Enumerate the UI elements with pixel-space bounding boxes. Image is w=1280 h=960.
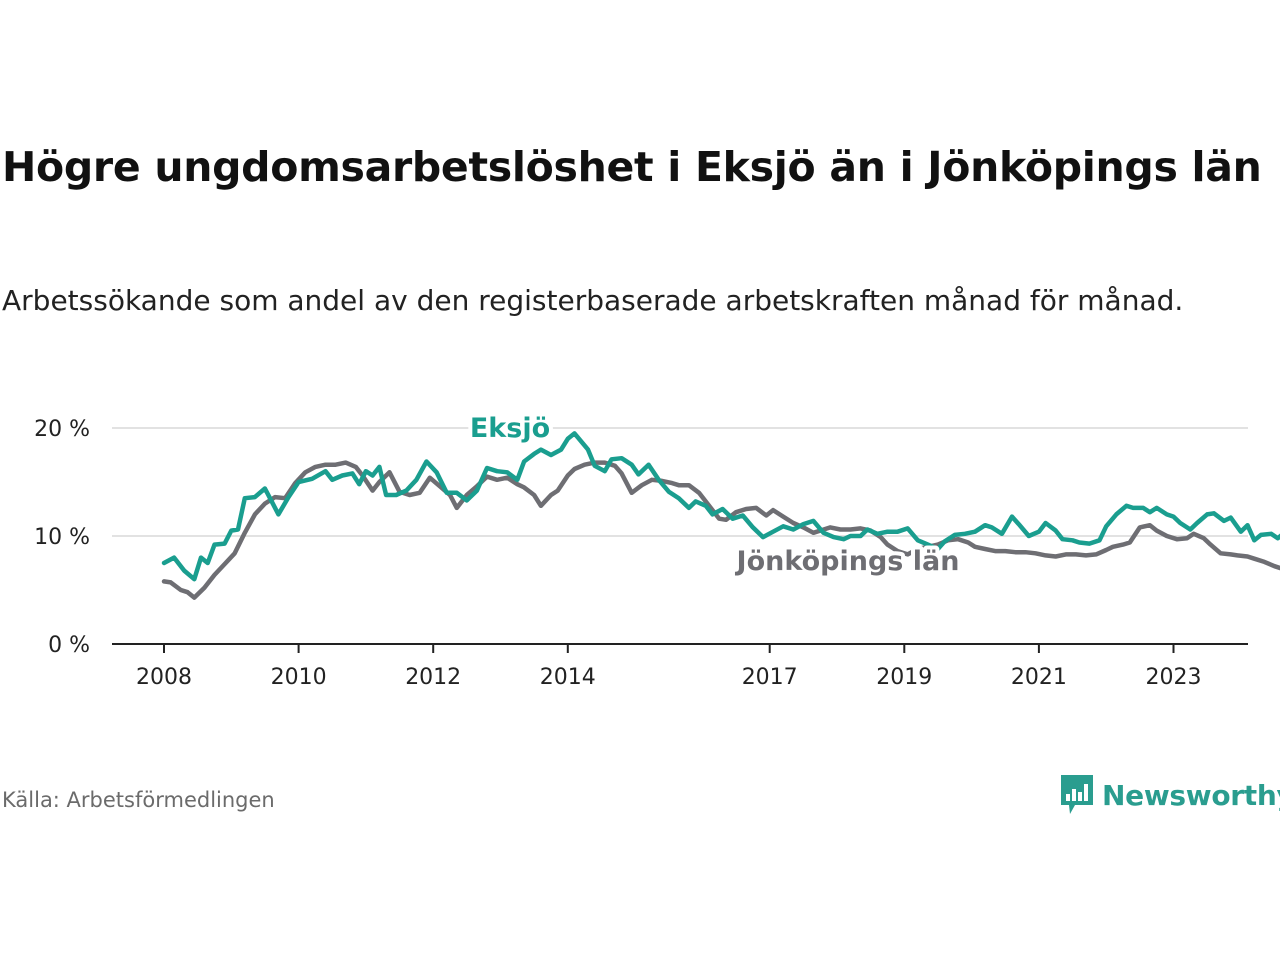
chart-title: Högre ungdomsarbetslöshet i Eksjö än i J…: [2, 143, 1262, 191]
eksjo-series-label: Eksjö: [470, 413, 550, 444]
chart-subtitle: Arbetssökande som andel av den registerb…: [2, 284, 1184, 317]
x-tick-label: 2012: [405, 665, 461, 690]
x-tick-label: 2023: [1146, 665, 1202, 690]
x-tick-label: 2017: [742, 665, 798, 690]
x-tick-label: 2019: [876, 665, 932, 690]
series-layer: [161, 431, 1280, 600]
newsworthy-logo[interactable]: Newsworthy: [1058, 772, 1280, 818]
lan-series-label: Jönköpings län: [735, 546, 960, 577]
source-note: Källa: Arbetsförmedlingen: [2, 788, 275, 812]
y-tick-label: 10 %: [34, 525, 90, 550]
grid-layer: [112, 427, 1248, 537]
y-tick-label: 20 %: [34, 417, 90, 442]
x-tick-label: 2021: [1011, 665, 1067, 690]
brand-name: Newsworthy: [1102, 778, 1280, 812]
axis-layer: 0 % 10 % 20 % 2008 2010 2012 2014 2017 2019 2021 2…: [34, 417, 1248, 690]
lan-series-line: [161, 460, 1280, 600]
x-tick-label: 2010: [271, 665, 327, 690]
newsworthy-logo-icon: [1061, 775, 1093, 814]
eksjo-series-line: [161, 431, 1280, 582]
x-tick-label: 2008: [136, 665, 192, 690]
y-tick-label: 0 %: [48, 633, 90, 658]
x-tick-label: 2014: [540, 665, 596, 690]
